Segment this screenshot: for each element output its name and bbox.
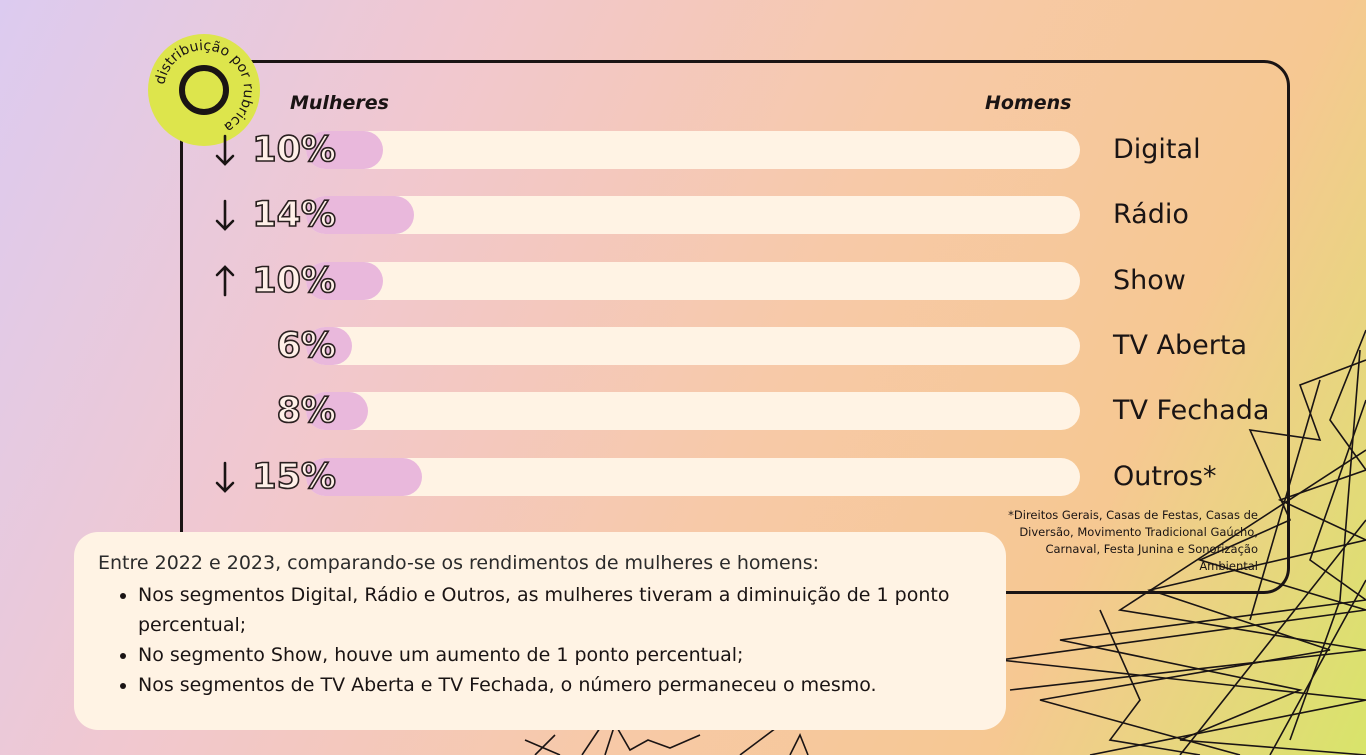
- bar-value-label: 14%: [251, 194, 336, 236]
- men-header: Homens: [985, 92, 1072, 114]
- bar-value-label: 15%: [251, 456, 336, 498]
- bar-value-label: 10%: [251, 260, 336, 302]
- summary-list: Nos segmentos Digital, Rádio e Outros, a…: [98, 580, 982, 700]
- bar-track: [306, 261, 1080, 300]
- bar-women-show: [306, 261, 384, 300]
- category-label: Rádio: [1113, 199, 1189, 231]
- category-label: TV Fechada: [1113, 395, 1270, 427]
- trend-down-arrow-icon: [215, 199, 235, 232]
- bar-track: [306, 326, 1080, 365]
- bar-track: [306, 457, 1080, 496]
- category-label: TV Aberta: [1113, 329, 1247, 361]
- summary-bullet: Nos segmentos Digital, Rádio e Outros, a…: [138, 580, 982, 640]
- summary-bullet: Nos segmentos de TV Aberta e TV Fechada,…: [138, 670, 982, 700]
- bar-value-label: 6%: [276, 325, 337, 367]
- women-header: Mulheres: [290, 92, 389, 114]
- trend-down-arrow-icon: [215, 461, 235, 493]
- summary-box: Entre 2022 e 2023, comparando-se os rend…: [74, 532, 1006, 730]
- trend-up-arrow-icon: [215, 264, 235, 296]
- bar-track: [306, 392, 1080, 431]
- category-label: Digital: [1113, 134, 1201, 165]
- bar-value-label: 8%: [276, 390, 337, 432]
- category-label: Outros*: [1113, 460, 1217, 492]
- bar-women-outros-: [306, 457, 423, 496]
- footnote: *Direitos Gerais, Casas de Festas, Casas…: [1008, 508, 1258, 573]
- bar-women-r-dio: [306, 196, 415, 235]
- bar-track: [306, 196, 1080, 235]
- summary-intro: Entre 2022 e 2023, comparando-se os rend…: [98, 552, 820, 574]
- category-badge: distribuição por rubrica: [148, 34, 260, 146]
- trend-down-arrow-icon: [215, 134, 235, 166]
- summary-bullet: No segmento Show, houve um aumento de 1 …: [138, 640, 982, 670]
- bar-track: [306, 131, 1080, 169]
- bar-women-tv-aberta: [306, 326, 353, 365]
- category-label: Show: [1113, 264, 1186, 296]
- bar-value-label: 10%: [251, 129, 336, 171]
- bar-women-tv-fechada: [306, 392, 368, 431]
- bar-women-digital: [306, 131, 384, 169]
